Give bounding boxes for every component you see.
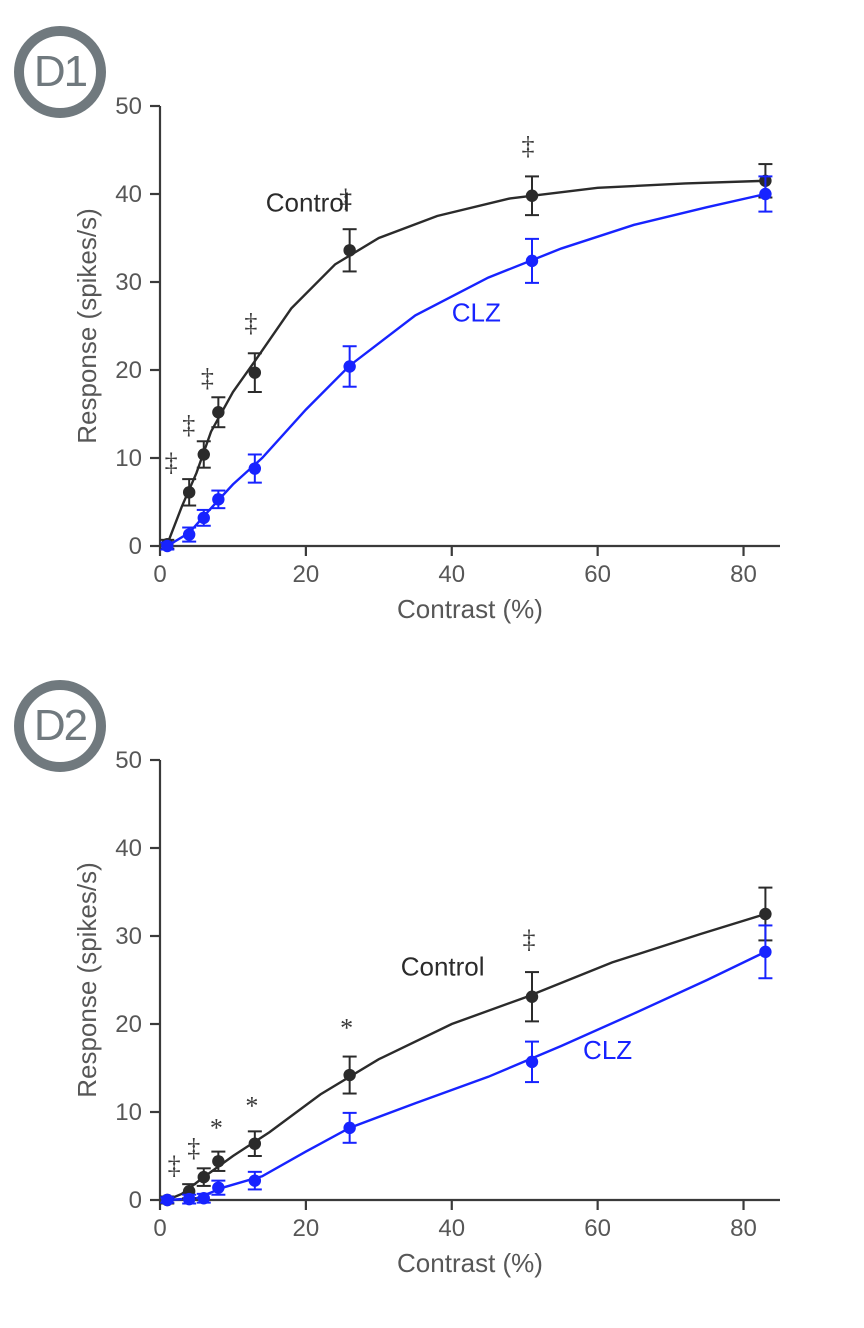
panel-badge: D1 bbox=[14, 26, 106, 118]
data-marker bbox=[198, 1192, 210, 1204]
data-marker bbox=[249, 1137, 261, 1149]
panel-badge: D2 bbox=[14, 680, 106, 772]
x-tick-label: 40 bbox=[438, 1215, 465, 1242]
x-tick-label: 0 bbox=[153, 1215, 166, 1242]
chart-panel: 0 10 20 30 40 50 0 20 40 60 80 Contrast (%) Response… bbox=[60, 690, 850, 1300]
significance-annotation: ‡ bbox=[523, 925, 536, 954]
x-tick-label: 60 bbox=[584, 1215, 611, 1242]
x-tick-label: 40 bbox=[438, 561, 465, 588]
y-tick-label: 40 bbox=[115, 181, 142, 208]
x-axis-title: Contrast (%) bbox=[397, 1248, 543, 1278]
significance-annotation: * bbox=[210, 1114, 223, 1143]
series-label-clz: CLZ bbox=[583, 1035, 632, 1065]
y-tick-label: 0 bbox=[129, 533, 142, 560]
y-tick-label: 50 bbox=[115, 747, 142, 774]
x-tick-label: 80 bbox=[730, 1215, 757, 1242]
data-marker bbox=[759, 908, 771, 920]
x-axis-title: Contrast (%) bbox=[397, 594, 543, 624]
x-tick-label: 80 bbox=[730, 561, 757, 588]
y-tick-label: 40 bbox=[115, 835, 142, 862]
data-marker bbox=[526, 190, 538, 202]
y-tick-label: 20 bbox=[115, 1011, 142, 1038]
data-marker bbox=[343, 1122, 355, 1134]
data-marker bbox=[183, 486, 195, 498]
chart-D2: 0 10 20 30 40 50 0 20 40 60 80 Contrast (%) Response… bbox=[60, 690, 850, 1300]
data-marker bbox=[759, 946, 771, 958]
series-curve-control bbox=[167, 181, 765, 544]
data-marker bbox=[526, 991, 538, 1003]
data-marker bbox=[198, 448, 210, 460]
significance-annotation: ‡ bbox=[187, 1133, 200, 1162]
figure-page: { "panels": [ { "id": "D1", "badge_label… bbox=[0, 0, 864, 1328]
data-marker bbox=[759, 188, 771, 200]
significance-annotation: * bbox=[245, 1091, 258, 1120]
x-tick-label: 60 bbox=[584, 561, 611, 588]
data-marker bbox=[249, 1174, 261, 1186]
data-marker bbox=[249, 366, 261, 378]
chart-D1: 0 10 20 30 40 50 0 20 40 60 80 Contrast (%) Response… bbox=[60, 36, 850, 646]
data-marker bbox=[343, 244, 355, 256]
y-tick-label: 50 bbox=[115, 93, 142, 120]
significance-annotation: ‡ bbox=[522, 131, 535, 160]
series-label-control: Control bbox=[401, 952, 485, 982]
x-tick-label: 20 bbox=[293, 561, 320, 588]
panel-badge-label: D1 bbox=[34, 47, 86, 97]
y-tick-label: 10 bbox=[115, 445, 142, 472]
y-tick-label: 20 bbox=[115, 357, 142, 384]
data-marker bbox=[183, 528, 195, 540]
series-curve-clz bbox=[167, 952, 765, 1200]
significance-annotation: ‡ bbox=[165, 448, 178, 477]
y-axis-title: Response (spikes/s) bbox=[72, 862, 102, 1098]
data-marker bbox=[198, 1171, 210, 1183]
y-axis-title: Response (spikes/s) bbox=[72, 208, 102, 444]
y-tick-label: 10 bbox=[115, 1099, 142, 1126]
series-label-clz: CLZ bbox=[452, 298, 501, 328]
data-marker bbox=[198, 512, 210, 524]
significance-annotation: ‡ bbox=[168, 1151, 181, 1180]
data-marker bbox=[212, 1181, 224, 1193]
data-marker bbox=[183, 1193, 195, 1205]
data-marker bbox=[212, 1155, 224, 1167]
chart-panel: 0 10 20 30 40 50 0 20 40 60 80 Contrast (%) Response… bbox=[60, 36, 850, 646]
data-marker bbox=[526, 255, 538, 267]
data-marker bbox=[212, 406, 224, 418]
data-marker bbox=[526, 1056, 538, 1068]
significance-annotation: * bbox=[340, 1014, 353, 1043]
x-tick-label: 0 bbox=[153, 561, 166, 588]
significance-annotation: ‡ bbox=[244, 308, 257, 337]
data-marker bbox=[343, 360, 355, 372]
panel-badge-label: D2 bbox=[34, 701, 86, 751]
data-marker bbox=[212, 493, 224, 505]
y-tick-label: 30 bbox=[115, 923, 142, 950]
significance-annotation: ‡ bbox=[182, 410, 195, 439]
y-tick-label: 30 bbox=[115, 269, 142, 296]
data-marker bbox=[161, 540, 173, 552]
y-tick-label: 0 bbox=[129, 1187, 142, 1214]
significance-annotation: ‡ bbox=[201, 363, 214, 392]
data-marker bbox=[343, 1069, 355, 1081]
data-marker bbox=[249, 462, 261, 474]
series-label-control: Control bbox=[266, 188, 350, 218]
data-marker bbox=[161, 1194, 173, 1206]
x-tick-label: 20 bbox=[293, 1215, 320, 1242]
